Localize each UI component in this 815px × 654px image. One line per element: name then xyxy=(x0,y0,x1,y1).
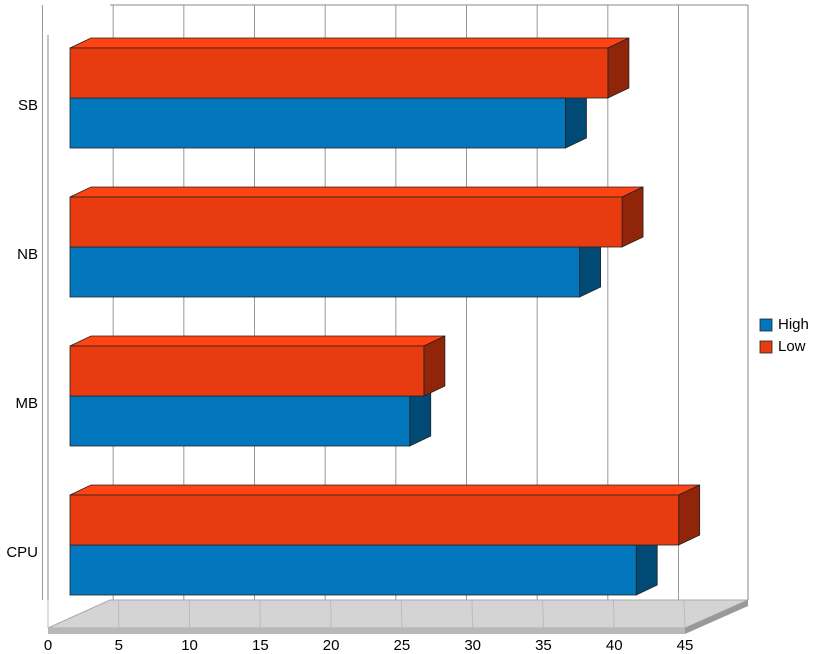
floor-edge xyxy=(48,628,685,634)
bar xyxy=(69,395,411,447)
floor xyxy=(47,599,749,629)
x-tick-label: 35 xyxy=(535,637,552,654)
floor-grid-line xyxy=(683,599,686,629)
bar xyxy=(69,246,581,298)
x-tick-label: 30 xyxy=(464,637,481,654)
bar xyxy=(69,47,609,99)
y-tick-label: MB xyxy=(16,395,39,412)
y-tick-label: CPU xyxy=(6,544,38,561)
x-tick-label: 0 xyxy=(44,637,52,654)
bar-side xyxy=(678,484,701,546)
bar-top xyxy=(69,484,700,496)
legend-swatch xyxy=(759,340,773,354)
bar-side xyxy=(621,186,644,248)
x-tick-label: 5 xyxy=(115,637,123,654)
y-tick-label: NB xyxy=(17,246,38,263)
x-tick-label: 10 xyxy=(181,637,198,654)
x-tick-label: 15 xyxy=(252,637,269,654)
legend-label: High xyxy=(778,316,809,333)
legend-swatch xyxy=(759,318,773,332)
bar xyxy=(69,196,623,248)
y-tick-label: SB xyxy=(18,97,38,114)
bar-top xyxy=(69,186,644,198)
bar xyxy=(69,544,637,596)
bar-top xyxy=(69,335,446,347)
floor-side xyxy=(685,600,748,634)
legend-label: Low xyxy=(778,338,806,355)
x-tick-label: 25 xyxy=(394,637,411,654)
floor-grid-line xyxy=(471,599,474,629)
bar-side xyxy=(423,335,446,397)
floor-grid-line xyxy=(542,599,544,629)
bar-top xyxy=(69,37,630,49)
bar xyxy=(69,345,425,397)
floor-grid-line xyxy=(612,599,615,629)
x-tick-label: 20 xyxy=(323,637,340,654)
bar-side xyxy=(607,37,630,99)
bar xyxy=(69,494,680,546)
x-tick-label: 40 xyxy=(606,637,623,654)
floor-grid-line xyxy=(400,599,403,629)
x-tick-label: 45 xyxy=(677,637,694,654)
bar xyxy=(69,97,566,149)
